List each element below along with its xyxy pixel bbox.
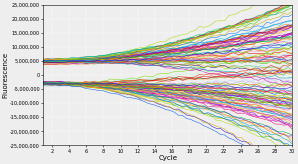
X-axis label: Cycle: Cycle <box>158 155 177 161</box>
Y-axis label: Fluorescence: Fluorescence <box>3 52 9 98</box>
